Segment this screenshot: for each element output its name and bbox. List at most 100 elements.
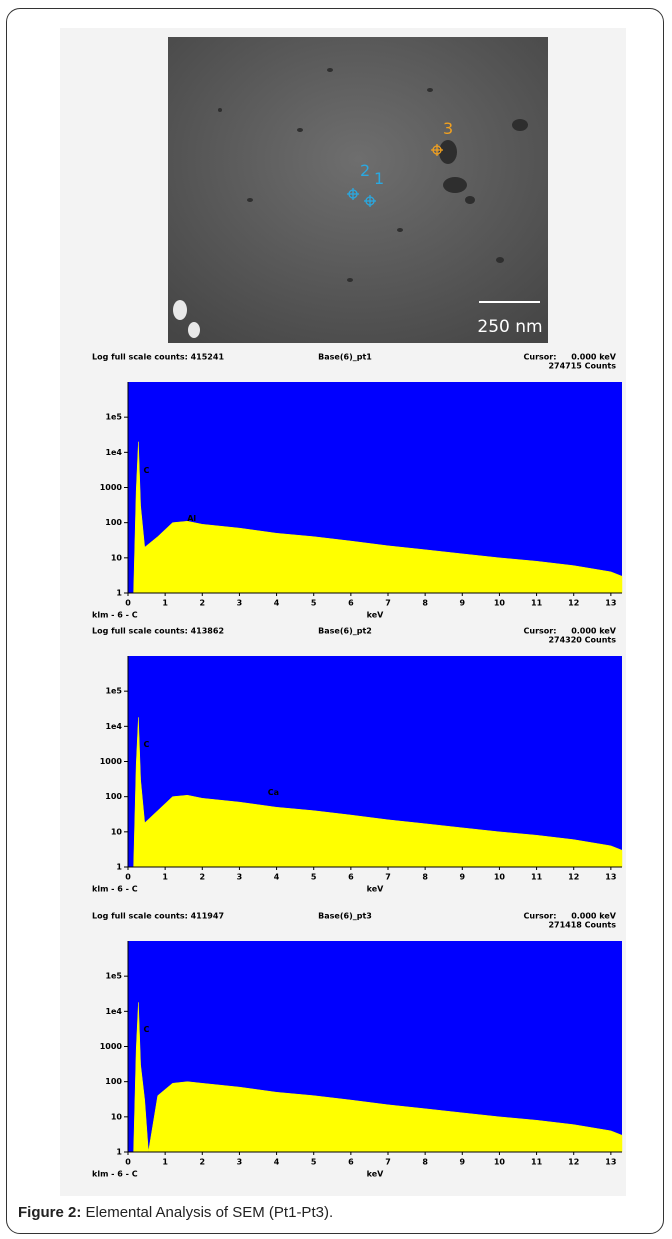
x-tick-label: 2 — [199, 873, 205, 882]
marker-label: 1 — [374, 169, 384, 188]
x-tick-label: 9 — [459, 599, 465, 608]
x-tick-label: 6 — [348, 1158, 354, 1167]
caption: Figure 2: Elemental Analysis of SEM (Pt1… — [18, 1204, 333, 1221]
footer: klm - 6 - C — [92, 611, 138, 620]
y-tick-label: 1e4 — [105, 1007, 122, 1016]
header-left: Log full scale counts: 413862 — [92, 627, 224, 636]
x-tick-label: 5 — [311, 873, 317, 882]
marker-label: 2 — [360, 161, 370, 180]
counts: 271418 Counts — [548, 921, 616, 930]
header-left: Log full scale counts: 415241 — [92, 353, 224, 362]
y-tick-label: 1e5 — [105, 972, 122, 981]
sem-background — [168, 37, 548, 343]
x-tick-label: 3 — [237, 599, 243, 608]
spectrum-title: Base(6)_pt3 — [318, 912, 372, 921]
cursor-label: Cursor: — [524, 627, 557, 636]
caption-label: Figure 2: — [18, 1204, 82, 1221]
peak-label: C — [143, 1025, 149, 1034]
x-tick-label: 0 — [125, 1158, 131, 1167]
x-tick-label: 1 — [162, 873, 168, 882]
x-tick-label: 13 — [605, 873, 616, 882]
x-tick-label: 10 — [494, 599, 506, 608]
x-tick-label: 4 — [274, 1158, 280, 1167]
x-axis-label: keV — [367, 1170, 385, 1179]
y-tick-label: 1000 — [100, 757, 123, 766]
y-tick-label: 10 — [111, 1112, 123, 1121]
x-tick-label: 11 — [531, 599, 543, 608]
x-tick-label: 1 — [162, 1158, 168, 1167]
x-tick-label: 4 — [274, 873, 280, 882]
y-tick-label: 1e5 — [105, 413, 122, 422]
spectrum-title: Base(6)_pt1 — [318, 353, 372, 362]
scale-bar-label: 250 nm — [477, 317, 542, 337]
x-tick-label: 9 — [459, 873, 465, 882]
x-tick-label: 11 — [531, 1158, 543, 1167]
x-tick-label: 8 — [422, 1158, 428, 1167]
marker-icon — [431, 144, 443, 156]
y-tick-label: 1 — [116, 589, 122, 598]
marker-label: 3 — [443, 119, 453, 138]
x-tick-label: 13 — [605, 599, 616, 608]
header-left: Log full scale counts: 411947 — [92, 912, 224, 921]
y-tick-label: 1000 — [100, 483, 123, 492]
x-tick-label: 6 — [348, 873, 354, 882]
x-tick-label: 2 — [199, 599, 205, 608]
x-tick-label: 6 — [348, 599, 354, 608]
x-tick-label: 7 — [385, 873, 391, 882]
footer: klm - 6 - C — [92, 885, 138, 894]
y-tick-label: 10 — [111, 827, 123, 836]
x-tick-label: 9 — [459, 1158, 465, 1167]
peak-label: C — [143, 740, 149, 749]
x-tick-label: 8 — [422, 599, 428, 608]
sem-image: 2 1 3 250 nm — [168, 37, 548, 343]
y-tick-label: 100 — [105, 792, 122, 801]
x-tick-label: 8 — [422, 873, 428, 882]
x-axis-label: keV — [367, 885, 385, 894]
cursor-label: Cursor: — [524, 353, 557, 362]
y-tick-label: 1e5 — [105, 687, 122, 696]
spectrum-area — [133, 441, 623, 594]
counts: 274715 Counts — [548, 362, 616, 371]
x-tick-label: 2 — [199, 1158, 205, 1167]
y-tick-label: 10 — [111, 553, 123, 562]
peak-label: C — [143, 466, 149, 475]
x-tick-label: 3 — [237, 1158, 243, 1167]
x-tick-label: 5 — [311, 1158, 317, 1167]
caption-text: Elemental Analysis of SEM (Pt1-Pt3). — [85, 1204, 334, 1221]
peak-label: Al — [187, 514, 196, 523]
y-tick-label: 1e4 — [105, 448, 122, 457]
x-tick-label: 7 — [385, 1158, 391, 1167]
x-tick-label: 0 — [125, 873, 131, 882]
x-tick-label: 5 — [311, 599, 317, 608]
y-tick-label: 100 — [105, 518, 122, 527]
y-tick-label: 1 — [116, 1148, 122, 1157]
cursor-value: 0.000 keV — [571, 627, 617, 636]
marker-icons — [347, 188, 376, 207]
y-tick-label: 1e4 — [105, 722, 122, 731]
cursor-value: 0.000 keV — [571, 912, 617, 921]
cursor-label: Cursor: — [524, 912, 557, 921]
y-tick-label: 100 — [105, 1077, 122, 1086]
footer: klm - 6 - C — [92, 1170, 138, 1179]
x-tick-label: 10 — [494, 873, 506, 882]
sem-pores — [218, 68, 528, 282]
x-tick-label: 12 — [568, 599, 579, 608]
x-tick-label: 12 — [568, 1158, 579, 1167]
y-tick-label: 1000 — [100, 1042, 123, 1051]
x-tick-label: 11 — [531, 873, 543, 882]
peak-label: Ca — [268, 788, 279, 797]
cursor-value: 0.000 keV — [571, 353, 617, 362]
x-tick-label: 1 — [162, 599, 168, 608]
x-tick-label: 3 — [237, 873, 243, 882]
spectrum-title: Base(6)_pt2 — [318, 627, 372, 636]
x-tick-label: 10 — [494, 1158, 506, 1167]
counts: 274320 Counts — [548, 636, 616, 645]
x-tick-label: 12 — [568, 873, 579, 882]
x-tick-label: 7 — [385, 599, 391, 608]
sem-particles — [173, 300, 200, 338]
y-tick-label: 1 — [116, 863, 122, 872]
spectrum-area — [133, 1002, 623, 1153]
x-tick-label: 4 — [274, 599, 280, 608]
